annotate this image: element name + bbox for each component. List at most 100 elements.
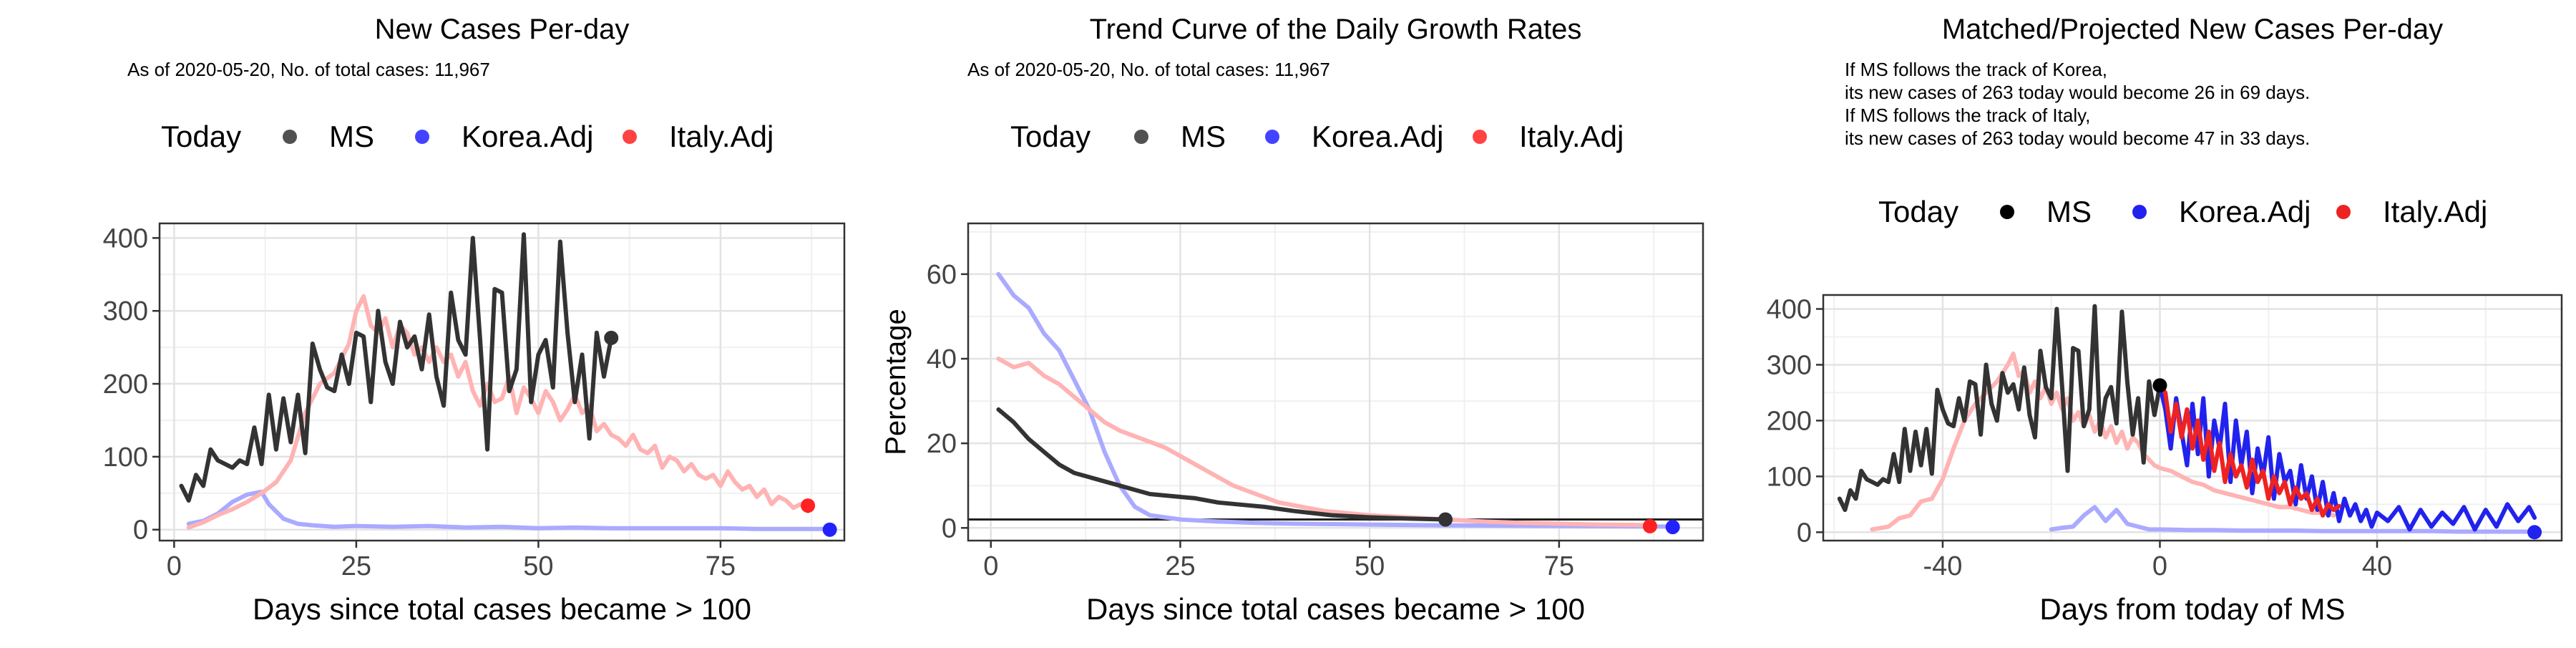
x-axis-title: Days since total cases became > 100 xyxy=(1086,592,1585,626)
x-tick-label: 75 xyxy=(1544,551,1574,581)
x-tick-label: 50 xyxy=(1355,551,1385,581)
x-tick-label: 0 xyxy=(983,551,998,581)
y-tick-label: 400 xyxy=(1767,294,1812,324)
today-point-ms xyxy=(1438,512,1453,527)
chart-projected-cases-svg: Matched/Projected New Cases Per-day If MS… xyxy=(1767,14,2563,626)
today-point-italy-adj xyxy=(1642,518,1657,533)
y-tick-label: 300 xyxy=(1767,350,1812,380)
legend-marker-1 xyxy=(2132,205,2147,219)
chart-growth-rates: Trend Curve of the Daily Growth Rates As … xyxy=(859,0,1717,644)
series-line-korea-adj xyxy=(996,271,1675,529)
today-point-korea-adj xyxy=(822,522,837,537)
chart-title: Matched/Projected New Cases Per-day xyxy=(1942,14,2443,45)
x-tick-label: 75 xyxy=(706,551,736,581)
legend-label-2: Italy.Adj xyxy=(2383,195,2487,228)
y-tick-label: 100 xyxy=(1767,462,1812,492)
plot-grid xyxy=(968,223,1703,541)
y-tick-label: 200 xyxy=(103,369,148,400)
series-line-ms xyxy=(179,232,614,503)
series-line-italy-adj xyxy=(996,357,1652,528)
y-tick-label: 20 xyxy=(927,429,957,459)
series-lines xyxy=(1837,304,2542,534)
series-lines xyxy=(179,232,832,531)
x-axis-title: Days from today of MS xyxy=(2039,592,2345,626)
legend-label-1: Korea.Adj xyxy=(1312,120,1443,153)
x-tick-label: 0 xyxy=(2152,551,2167,581)
chart-legend: Today MS Korea.Adj Italy.Adj xyxy=(161,120,774,153)
legend-label-1: Korea.Adj xyxy=(462,120,593,153)
y-tick-label: 100 xyxy=(103,443,148,473)
chart-growth-rates-svg: Trend Curve of the Daily Growth Rates As … xyxy=(880,14,1704,626)
legend-marker-0 xyxy=(1134,130,1148,144)
y-tick-label: 40 xyxy=(927,344,957,374)
series-line-korea-adj xyxy=(186,489,832,531)
y-tick-label: 60 xyxy=(927,260,957,290)
legend-label-0: MS xyxy=(2046,195,2092,228)
legend-marker-2 xyxy=(2336,205,2351,219)
today-point-korea-adj xyxy=(2527,525,2542,540)
x-tick-label: 25 xyxy=(341,551,371,581)
x-tick-label: 50 xyxy=(523,551,553,581)
legend-marker-1 xyxy=(415,130,429,144)
y-tick-label: 200 xyxy=(1767,406,1812,436)
axis-ticks: 0 25 50 75 0 20 40 60 xyxy=(927,260,1574,581)
legend-label-2: Italy.Adj xyxy=(1519,120,1624,153)
today-points xyxy=(1438,512,1680,535)
y-tick-label: 0 xyxy=(1797,518,1812,548)
chart-subtitle: As of 2020-05-20, No. of total cases: 11… xyxy=(127,59,490,80)
plot-border xyxy=(1822,294,2563,542)
axis-ticks: 0 25 50 75 0 100 200 300 400 xyxy=(103,223,736,581)
y-tick-label: 0 xyxy=(942,513,957,543)
series-line-ms xyxy=(996,407,1448,522)
plot-border xyxy=(967,222,1704,542)
y-axis-title: Percentage xyxy=(880,309,912,455)
chart-note-3: its new cases of 263 today would become … xyxy=(1845,127,2310,149)
legend-label-0: MS xyxy=(1181,120,1226,153)
legend-label-0: MS xyxy=(329,120,374,153)
chart-note-0: If MS follows the track of Korea, xyxy=(1845,59,2107,80)
y-tick-label: 400 xyxy=(103,223,148,253)
legend-title: Today xyxy=(1010,120,1091,153)
today-point-italy-adj xyxy=(801,498,816,513)
legend-title: Today xyxy=(161,120,241,153)
today-points xyxy=(2152,378,2542,540)
chart-new-cases-svg: New Cases Per-day As of 2020-05-20, No. o… xyxy=(103,14,846,626)
legend-marker-2 xyxy=(1473,130,1487,144)
legend-title: Today xyxy=(1878,195,1958,228)
x-tick-label: 40 xyxy=(2362,551,2392,581)
series-line-korea-adj-history xyxy=(2049,505,2542,534)
x-tick-label: 25 xyxy=(1165,551,1195,581)
plot-background xyxy=(968,223,1703,541)
legend-marker-1 xyxy=(1265,130,1279,144)
today-point-ms xyxy=(604,330,619,345)
chart-projected-cases: Matched/Projected New Cases Per-day If MS… xyxy=(1717,0,2576,644)
x-tick-label: 0 xyxy=(167,551,182,581)
plot-background xyxy=(160,223,844,541)
chart-note-1: its new cases of 263 today would become … xyxy=(1845,82,2310,103)
today-point-ms xyxy=(2152,378,2167,393)
x-axis-title: Days since total cases became > 100 xyxy=(253,592,751,626)
series-line-italy-adj xyxy=(2157,383,2341,518)
chart-subtitle: As of 2020-05-20, No. of total cases: 11… xyxy=(967,59,1330,80)
series-lines xyxy=(996,271,1675,529)
legend-marker-0 xyxy=(2000,205,2014,219)
series-line-italy-adj xyxy=(186,294,811,530)
today-points xyxy=(604,330,837,537)
legend-marker-0 xyxy=(283,130,297,144)
legend-label-1: Korea.Adj xyxy=(2179,195,2311,228)
series-line-ms xyxy=(1837,304,2162,513)
y-tick-label: 300 xyxy=(103,296,148,327)
legend-label-2: Italy.Adj xyxy=(669,120,774,153)
series-line-korea-adj xyxy=(2157,383,2537,532)
chart-title: New Cases Per-day xyxy=(375,14,630,45)
chart-title: Trend Curve of the Daily Growth Rates xyxy=(1090,14,1582,45)
chart-legend: Today MS Korea.Adj Italy.Adj xyxy=(1010,120,1624,153)
plot-border xyxy=(158,222,846,542)
today-point-korea-adj xyxy=(1665,520,1680,535)
x-tick-label: -40 xyxy=(1923,551,1962,581)
chart-new-cases: New Cases Per-day As of 2020-05-20, No. o… xyxy=(0,0,859,644)
plot-grid xyxy=(160,223,844,541)
legend-marker-2 xyxy=(623,130,637,144)
chart-note-2: If MS follows the track of Italy, xyxy=(1845,105,2090,126)
